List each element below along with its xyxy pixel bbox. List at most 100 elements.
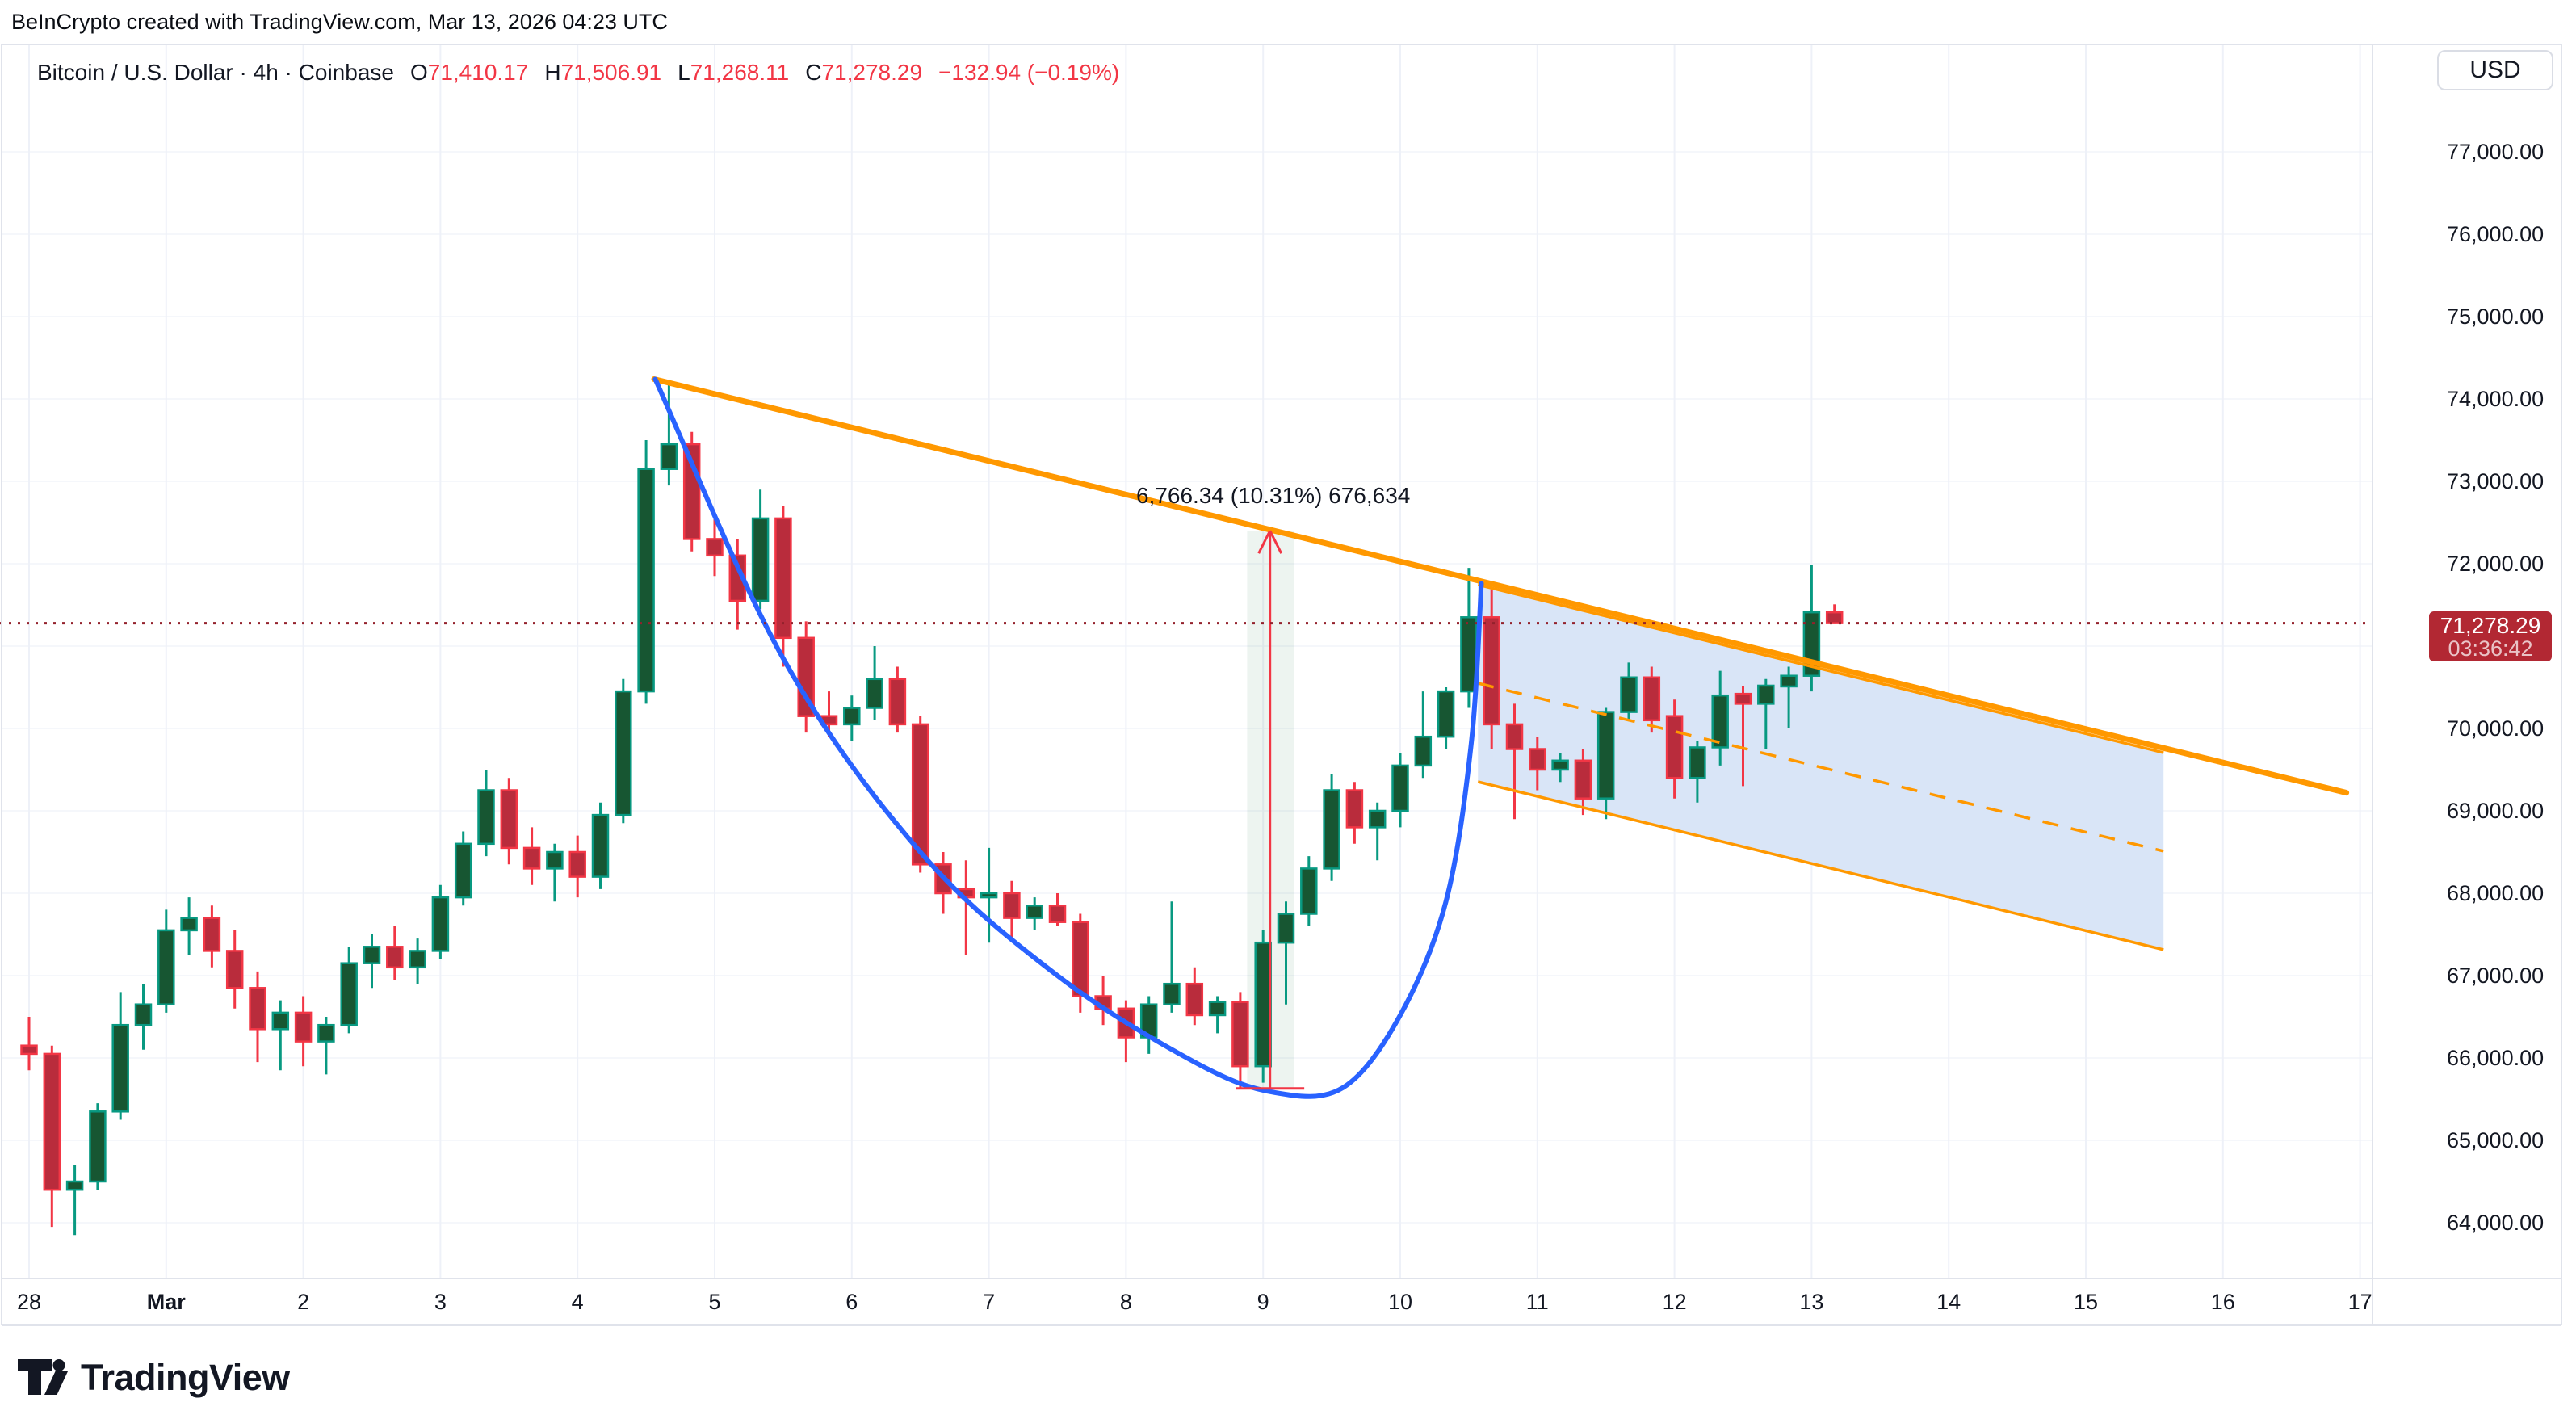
candle-body — [225, 950, 244, 989]
candle-body — [1665, 715, 1684, 779]
price-axis-label: 68,000.00 — [2447, 881, 2545, 905]
time-axis-label: 9 — [1257, 1290, 1269, 1314]
candle-body — [774, 517, 792, 640]
candle-body — [1072, 921, 1089, 997]
candle-body — [1689, 746, 1706, 779]
candle-body — [134, 1003, 153, 1026]
legend-ohlc-item: C71,278.29 — [805, 60, 923, 85]
price-axis-label: 72,000.00 — [2447, 552, 2545, 576]
candle-body — [500, 789, 518, 850]
symbol-legend[interactable]: Bitcoin / U.S. Dollar · 4h · Coinbase O71… — [37, 60, 1119, 86]
price-axis-label: 67,000.00 — [2447, 963, 2545, 988]
candle-body — [1780, 674, 1798, 688]
candle-body — [340, 962, 358, 1026]
candle-body — [1734, 692, 1752, 705]
candle-body — [1026, 905, 1043, 919]
time-axis-label: 15 — [2073, 1290, 2099, 1314]
legend-ohlc-item: H71,506.91 — [544, 60, 662, 85]
candle-body — [157, 929, 175, 1005]
price-axis-label: 65,000.00 — [2447, 1128, 2545, 1152]
candle-body — [1277, 913, 1295, 944]
cup-curve[interactable] — [652, 376, 1484, 1099]
candle-body — [1505, 723, 1524, 750]
time-axis-label: 14 — [1936, 1290, 1961, 1314]
candle-body — [317, 1023, 335, 1043]
candle-body — [546, 850, 564, 870]
candle-body — [249, 987, 266, 1031]
candle-body — [568, 850, 586, 878]
candle-body — [911, 723, 929, 866]
candle-body — [180, 917, 198, 932]
candle-body — [1437, 690, 1455, 738]
candle-body — [706, 538, 724, 557]
measure-arrowhead — [1257, 530, 1272, 554]
candle-body — [615, 690, 632, 816]
candle-body — [20, 1044, 38, 1056]
candle-body — [294, 1011, 313, 1043]
legend-ohlc-item: L71,268.11 — [678, 60, 790, 85]
candle-body — [1825, 611, 1844, 624]
time-axis-label: 16 — [2210, 1290, 2235, 1314]
price-axis-label: 70,000.00 — [2447, 716, 2545, 741]
time-axis-label: 7 — [983, 1290, 996, 1314]
tradingview-logo-text: TradingView — [81, 1357, 290, 1398]
time-axis-label: 13 — [1799, 1290, 1824, 1314]
candle-body — [1757, 684, 1775, 705]
price-axis-label: 66,000.00 — [2447, 1046, 2545, 1070]
candle-body — [409, 950, 426, 969]
candle-body — [1323, 789, 1340, 870]
candle-body — [271, 1011, 290, 1031]
price-axis-label: 64,000.00 — [2447, 1211, 2545, 1235]
time-axis[interactable]: 28 Mar 2 3 4 5 6 7 8 9 10 11 12 13 14 15 16 17 — [0, 1278, 2561, 1325]
price-axis-label: 74,000.00 — [2447, 387, 2545, 411]
candle-body — [363, 946, 381, 964]
price-axis-label: 69,000.00 — [2447, 799, 2545, 823]
candle-body — [1391, 764, 1409, 812]
price-axis-label: 73,000.00 — [2447, 469, 2545, 493]
time-axis-label: 5 — [708, 1290, 721, 1314]
candle-body — [1300, 867, 1318, 915]
symbol-title: Bitcoin / U.S. Dollar · 4h · Coinbase — [37, 60, 394, 85]
candle-body — [980, 892, 998, 899]
candle-body — [454, 842, 472, 899]
currency-button[interactable]: USD — [2437, 50, 2553, 90]
candle-body — [1574, 759, 1592, 800]
current-price-tag: 71,278.29 03:36:42 — [2429, 611, 2552, 661]
candle-body — [591, 813, 610, 878]
channel-bottom-line[interactable] — [1477, 780, 2164, 951]
candle-body — [1163, 982, 1181, 1005]
channel-median-line[interactable] — [1477, 682, 2164, 853]
tradingview-logo-icon — [18, 1359, 68, 1395]
current-price-value: 71,278.29 — [2440, 612, 2541, 638]
channel-top-line[interactable] — [1477, 583, 2164, 754]
time-axis-label: 8 — [1119, 1290, 1132, 1314]
candle-body — [111, 1023, 129, 1113]
time-axis-label: 12 — [1662, 1290, 1687, 1314]
trendline[interactable] — [651, 376, 2350, 796]
bar-countdown: 03:36:42 — [2448, 636, 2533, 661]
time-axis-label: 6 — [845, 1290, 858, 1314]
legend-change: −132.94 (−0.19%) — [938, 60, 1120, 85]
time-axis-label: Mar — [146, 1290, 186, 1314]
price-axis-label: 76,000.00 — [2447, 222, 2545, 246]
time-axis-label: 10 — [1387, 1290, 1413, 1314]
candle-body — [65, 1180, 84, 1191]
time-axis-label: 4 — [571, 1290, 584, 1314]
tradingview-logo[interactable]: TradingView — [18, 1357, 290, 1399]
candle-body — [1414, 735, 1433, 767]
candle-body — [203, 917, 221, 952]
candle-body — [751, 517, 770, 602]
candle-body — [1596, 711, 1615, 800]
price-axis[interactable]: 71,278.29 03:36:42 77,000.00 76,000.00 75,… — [2374, 44, 2561, 1278]
candle-body — [1231, 1001, 1249, 1068]
candle-body — [1620, 676, 1638, 713]
price-axis-label: 77,000.00 — [2447, 140, 2545, 164]
time-axis-label: 3 — [434, 1290, 447, 1314]
candle-body — [431, 896, 450, 952]
candle-body — [386, 946, 404, 969]
measure-arrowhead — [1269, 530, 1283, 554]
candle-body — [1368, 809, 1387, 829]
candle-body — [660, 443, 678, 470]
